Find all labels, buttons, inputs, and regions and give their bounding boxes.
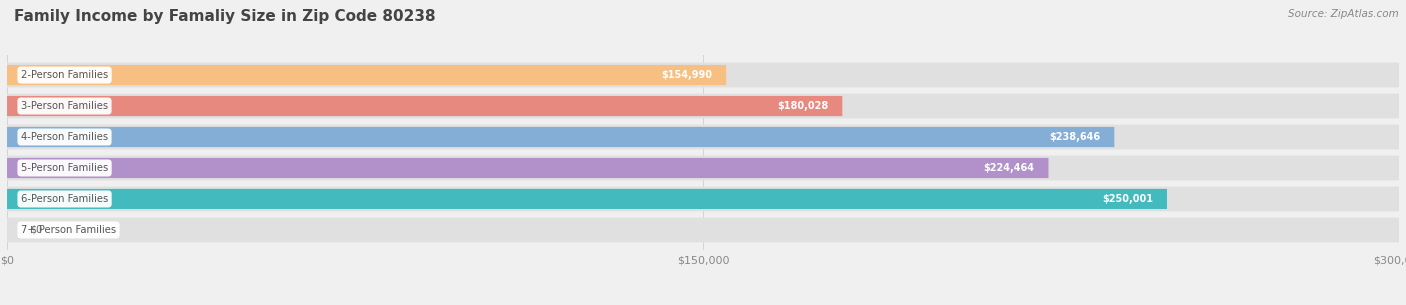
Text: 7+ Person Families: 7+ Person Families — [21, 225, 117, 235]
FancyBboxPatch shape — [7, 125, 1399, 149]
Text: $224,464: $224,464 — [984, 163, 1035, 173]
FancyBboxPatch shape — [7, 94, 1399, 118]
FancyBboxPatch shape — [7, 217, 1399, 242]
Text: $180,028: $180,028 — [778, 101, 828, 111]
FancyBboxPatch shape — [7, 127, 1115, 147]
FancyBboxPatch shape — [7, 65, 725, 85]
FancyBboxPatch shape — [7, 158, 1049, 178]
FancyBboxPatch shape — [7, 189, 1167, 209]
FancyBboxPatch shape — [7, 96, 842, 116]
Text: 4-Person Families: 4-Person Families — [21, 132, 108, 142]
Text: 3-Person Families: 3-Person Families — [21, 101, 108, 111]
FancyBboxPatch shape — [7, 156, 1399, 180]
Text: $238,646: $238,646 — [1049, 132, 1101, 142]
FancyBboxPatch shape — [7, 63, 1399, 88]
Text: Source: ZipAtlas.com: Source: ZipAtlas.com — [1288, 9, 1399, 19]
Text: 5-Person Families: 5-Person Families — [21, 163, 108, 173]
Text: $154,990: $154,990 — [661, 70, 713, 80]
Text: Family Income by Famaliy Size in Zip Code 80238: Family Income by Famaliy Size in Zip Cod… — [14, 9, 436, 24]
Text: $0: $0 — [31, 225, 42, 235]
Text: 6-Person Families: 6-Person Families — [21, 194, 108, 204]
FancyBboxPatch shape — [7, 187, 1399, 211]
Text: 2-Person Families: 2-Person Families — [21, 70, 108, 80]
Text: $250,001: $250,001 — [1102, 194, 1153, 204]
